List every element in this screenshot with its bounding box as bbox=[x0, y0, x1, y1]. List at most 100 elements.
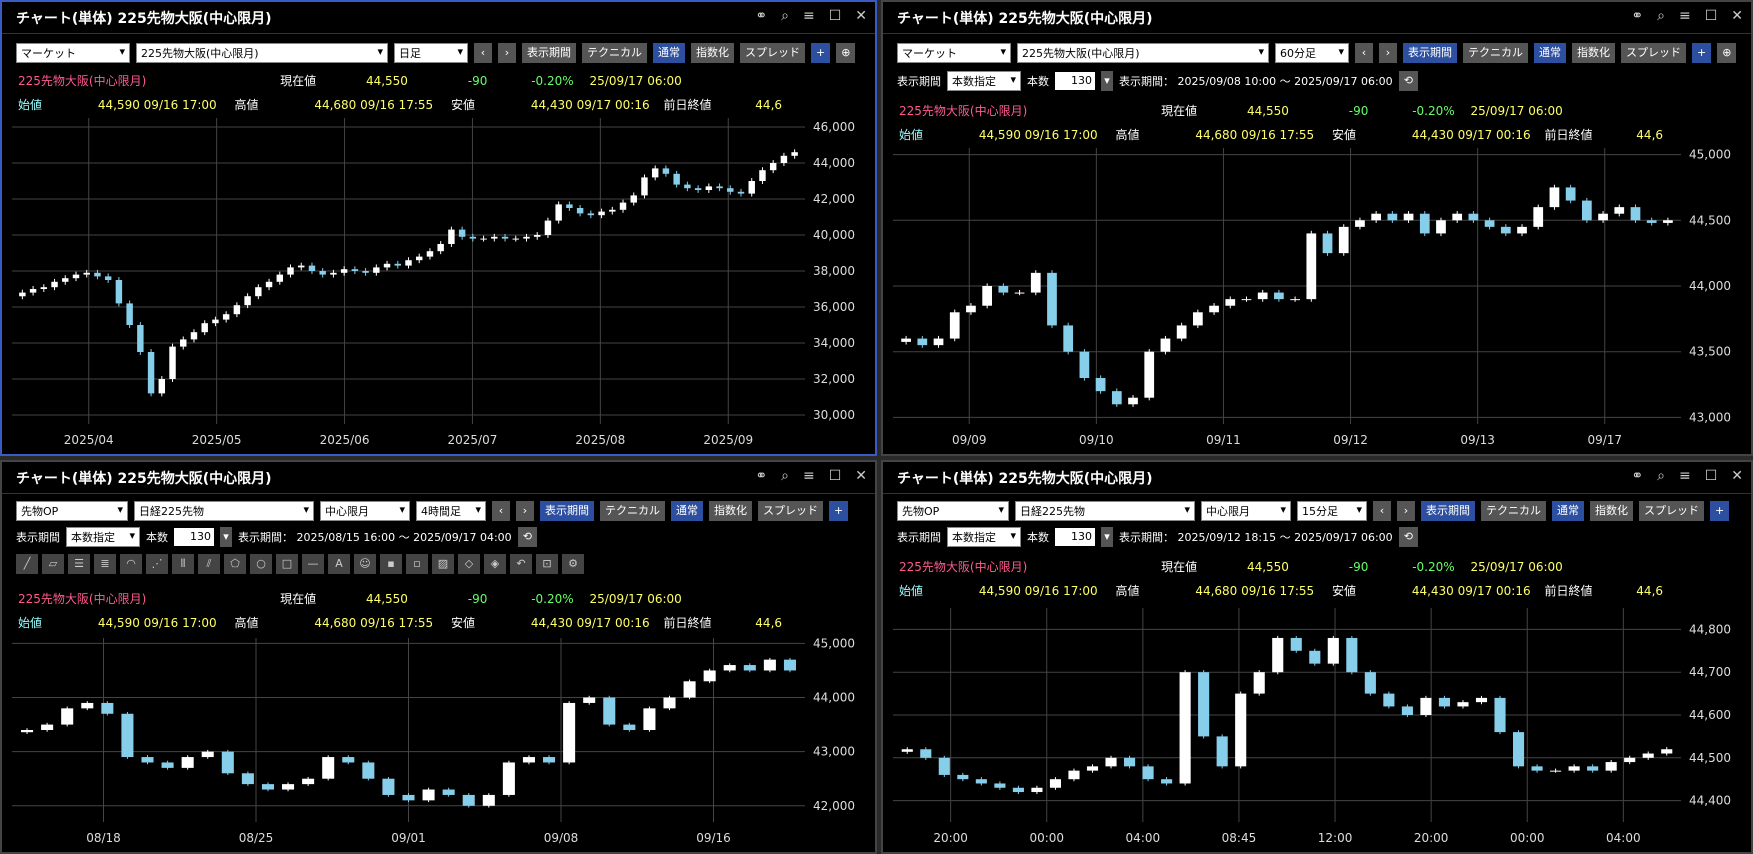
circle-tool-icon[interactable]: ○ bbox=[250, 554, 272, 574]
normal-button[interactable]: 通常 bbox=[1534, 43, 1566, 63]
normal-button[interactable]: 通常 bbox=[671, 501, 703, 521]
count-input[interactable]: 130 bbox=[1055, 528, 1095, 546]
close-icon[interactable]: ✕ bbox=[855, 468, 867, 484]
channel-tool-icon[interactable]: ⫽ bbox=[198, 554, 220, 574]
next-button[interactable]: › bbox=[1397, 501, 1415, 521]
undo-tool-icon[interactable]: ↶ bbox=[510, 554, 532, 574]
link-icon[interactable]: ⚭ bbox=[755, 8, 768, 24]
normal-button[interactable]: 通常 bbox=[653, 43, 685, 63]
reload-icon[interactable]: ⟲ bbox=[1398, 527, 1418, 547]
market-select[interactable]: マーケット bbox=[16, 43, 130, 63]
prev-button[interactable]: ‹ bbox=[1355, 43, 1373, 63]
chart-60min[interactable]: 43,000 43,500 44,000 44,500 45,000 09/09 09/10… bbox=[883, 142, 1751, 454]
link-icon[interactable]: ⚭ bbox=[1631, 8, 1644, 24]
rect-tool-icon[interactable]: □ bbox=[276, 554, 298, 574]
category-select[interactable]: 先物OP bbox=[16, 501, 128, 521]
technical-button[interactable]: テクニカル bbox=[582, 43, 647, 63]
zoom-icon[interactable]: ⊕ bbox=[1717, 43, 1737, 63]
spread-button[interactable]: スプレッド bbox=[1621, 43, 1686, 63]
search-icon[interactable]: ⌕ bbox=[1657, 468, 1665, 484]
maximize-icon[interactable]: ☐ bbox=[828, 8, 842, 24]
text-tool-icon[interactable]: A bbox=[328, 554, 350, 574]
index-button[interactable]: 指数化 bbox=[691, 43, 734, 63]
instrument-select[interactable]: 日経225先物 bbox=[1015, 501, 1195, 521]
reload-icon[interactable]: ⟲ bbox=[517, 527, 537, 547]
erase-all-tool-icon[interactable]: ◈ bbox=[484, 554, 506, 574]
arc-tool-icon[interactable]: ◠ bbox=[120, 554, 142, 574]
chart-15min[interactable]: 44,400 44,500 44,600 44,700 44,800 20:00 00:00… bbox=[883, 602, 1751, 852]
instrument-select[interactable]: 日経225先物 bbox=[134, 501, 314, 521]
category-select[interactable]: 先物OP bbox=[897, 501, 1009, 521]
vline-tool-icon[interactable]: ⦀ bbox=[172, 554, 194, 574]
period-button[interactable]: 表示期間 bbox=[522, 43, 576, 63]
search-icon[interactable]: ⌕ bbox=[781, 8, 789, 24]
period-button[interactable]: 表示期間 bbox=[1421, 501, 1475, 521]
reload-icon[interactable]: ⟲ bbox=[1398, 71, 1418, 91]
search-icon[interactable]: ⌕ bbox=[1657, 8, 1665, 24]
fan-tool-icon[interactable]: ⋰ bbox=[146, 554, 168, 574]
technical-button[interactable]: テクニカル bbox=[600, 501, 665, 521]
hline-tool-icon[interactable]: ☰ bbox=[68, 554, 90, 574]
select-tool-icon[interactable]: ▨ bbox=[432, 554, 454, 574]
technical-button[interactable]: テクニカル bbox=[1481, 501, 1546, 521]
fib-tool-icon[interactable]: ≣ bbox=[94, 554, 116, 574]
spread-button[interactable]: スプレッド bbox=[740, 43, 805, 63]
period-mode-select[interactable]: 本数指定 bbox=[947, 71, 1021, 91]
menu-icon[interactable]: ≡ bbox=[1678, 8, 1691, 24]
spread-button[interactable]: スプレッド bbox=[1639, 501, 1704, 521]
zoom-icon[interactable]: ⊕ bbox=[836, 43, 856, 63]
timeframe-select[interactable]: 4時間足 bbox=[416, 501, 486, 521]
menu-icon[interactable]: ≡ bbox=[1678, 468, 1691, 484]
count-stepper[interactable]: ▾ bbox=[1101, 71, 1113, 91]
timeframe-select[interactable]: 日足 bbox=[394, 43, 468, 63]
menu-icon[interactable]: ≡ bbox=[802, 8, 815, 24]
close-icon[interactable]: ✕ bbox=[1731, 8, 1743, 24]
add-button[interactable]: + bbox=[811, 43, 831, 63]
maximize-icon[interactable]: ☐ bbox=[828, 468, 842, 484]
close-icon[interactable]: ✕ bbox=[855, 8, 867, 24]
settings-tool-icon[interactable]: ⚙ bbox=[562, 554, 584, 574]
close-icon[interactable]: ✕ bbox=[1731, 468, 1743, 484]
index-button[interactable]: 指数化 bbox=[709, 501, 752, 521]
group-tool-icon[interactable]: ▪ bbox=[380, 554, 402, 574]
lock-tool-icon[interactable]: ⊡ bbox=[536, 554, 558, 574]
timeframe-select[interactable]: 15分足 bbox=[1297, 501, 1367, 521]
period-button[interactable]: 表示期間 bbox=[540, 501, 594, 521]
spread-button[interactable]: スプレッド bbox=[758, 501, 823, 521]
pentagon-tool-icon[interactable]: ⬠ bbox=[224, 554, 246, 574]
maximize-icon[interactable]: ☐ bbox=[1704, 468, 1718, 484]
contract-select[interactable]: 中心限月 bbox=[1201, 501, 1291, 521]
next-button[interactable]: › bbox=[498, 43, 516, 63]
contract-select[interactable]: 中心限月 bbox=[320, 501, 410, 521]
timeframe-select[interactable]: 60分足 bbox=[1275, 43, 1349, 63]
normal-button[interactable]: 通常 bbox=[1552, 501, 1584, 521]
count-stepper[interactable]: ▾ bbox=[1101, 527, 1113, 547]
count-input[interactable]: 130 bbox=[1055, 72, 1095, 90]
prev-button[interactable]: ‹ bbox=[492, 501, 510, 521]
chart-4h[interactable]: 42,000 43,000 44,000 45,000 08/18 08/25 09/01 0… bbox=[2, 632, 875, 852]
menu-icon[interactable]: ≡ bbox=[802, 468, 815, 484]
copy-tool-icon[interactable]: ▫ bbox=[406, 554, 428, 574]
line-tool-icon[interactable]: ╱ bbox=[16, 554, 38, 574]
next-button[interactable]: › bbox=[516, 501, 534, 521]
period-button[interactable]: 表示期間 bbox=[1403, 43, 1457, 63]
prev-button[interactable]: ‹ bbox=[474, 43, 492, 63]
count-input[interactable]: 130 bbox=[174, 528, 214, 546]
add-button[interactable]: + bbox=[829, 501, 849, 521]
prev-button[interactable]: ‹ bbox=[1373, 501, 1391, 521]
link-icon[interactable]: ⚭ bbox=[1631, 468, 1644, 484]
period-mode-select[interactable]: 本数指定 bbox=[947, 527, 1021, 547]
icon-tool-icon[interactable]: ☺ bbox=[354, 554, 376, 574]
chart-daily[interactable]: 30,000 32,000 34,000 36,000 38,000 40,000 42,0… bbox=[2, 112, 875, 454]
index-button[interactable]: 指数化 bbox=[1590, 501, 1633, 521]
period-mode-select[interactable]: 本数指定 bbox=[66, 527, 140, 547]
search-icon[interactable]: ⌕ bbox=[781, 468, 789, 484]
technical-button[interactable]: テクニカル bbox=[1463, 43, 1528, 63]
next-button[interactable]: › bbox=[1379, 43, 1397, 63]
market-select[interactable]: マーケット bbox=[897, 43, 1011, 63]
dash-tool-icon[interactable]: — bbox=[302, 554, 324, 574]
add-button[interactable]: + bbox=[1710, 501, 1730, 521]
link-icon[interactable]: ⚭ bbox=[755, 468, 768, 484]
maximize-icon[interactable]: ☐ bbox=[1704, 8, 1718, 24]
erase-tool-icon[interactable]: ◇ bbox=[458, 554, 480, 574]
